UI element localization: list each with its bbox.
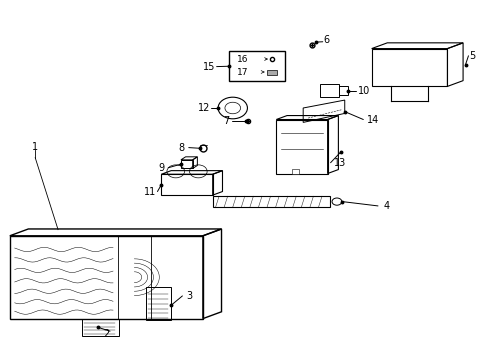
Bar — [10, 236, 203, 319]
Text: 13: 13 — [333, 158, 346, 168]
Bar — [267, 70, 277, 75]
Bar — [291, 169, 299, 174]
Text: 8: 8 — [179, 143, 184, 153]
Text: 4: 4 — [383, 201, 388, 211]
Text: 16: 16 — [237, 55, 248, 64]
Bar — [320, 84, 338, 97]
Text: 17: 17 — [237, 68, 248, 77]
Bar — [228, 51, 285, 81]
Text: 15: 15 — [202, 62, 215, 72]
Bar — [276, 120, 327, 174]
Text: 7: 7 — [223, 116, 228, 126]
Text: 10: 10 — [357, 86, 370, 96]
Text: 1: 1 — [32, 142, 38, 152]
Text: 11: 11 — [143, 186, 156, 197]
Bar — [161, 174, 212, 195]
Text: 3: 3 — [186, 291, 192, 301]
Bar — [338, 86, 347, 95]
Text: 6: 6 — [323, 35, 329, 45]
Bar — [181, 160, 192, 168]
Text: 12: 12 — [198, 103, 210, 113]
Bar — [212, 196, 329, 207]
Text: 14: 14 — [366, 114, 378, 125]
Text: 2: 2 — [103, 329, 109, 339]
Bar — [81, 319, 119, 336]
Text: 9: 9 — [158, 163, 164, 173]
Bar — [145, 287, 171, 320]
Text: 5: 5 — [468, 51, 474, 61]
Bar — [371, 49, 447, 86]
